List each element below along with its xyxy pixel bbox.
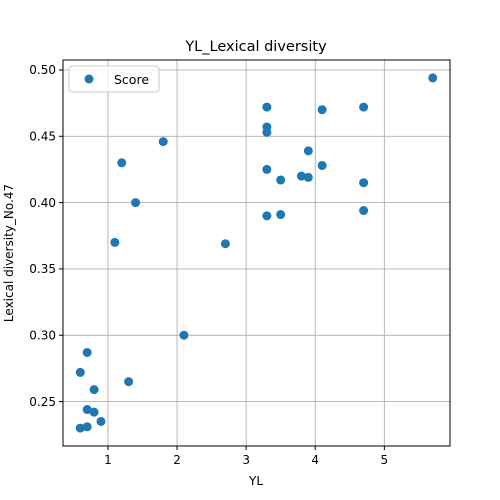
data-point xyxy=(75,367,85,377)
y-tick-label: 0.50 xyxy=(29,63,56,77)
data-point xyxy=(303,172,313,182)
plot-area xyxy=(63,60,450,446)
data-point xyxy=(179,330,189,340)
x-axis-ticks: 1 2 3 4 5 xyxy=(104,446,388,467)
x-tick-label: 5 xyxy=(381,453,389,467)
data-point xyxy=(262,211,272,221)
y-tick-label: 0.45 xyxy=(29,130,56,144)
x-tick-label: 1 xyxy=(104,453,112,467)
legend: Score xyxy=(68,65,160,93)
y-axis-ticks: 0.25 0.30 0.35 0.40 0.45 0.50 xyxy=(29,63,63,409)
data-point xyxy=(89,407,99,417)
grid xyxy=(63,60,450,446)
data-point xyxy=(117,158,127,168)
chart-title: YL_Lexical diversity xyxy=(184,39,327,55)
data-point xyxy=(262,102,272,112)
data-point xyxy=(359,206,369,216)
data-point xyxy=(89,385,99,395)
x-axis-label: YL xyxy=(248,474,263,488)
y-axis-label: Lexical diversity_No.47 xyxy=(2,184,16,322)
data-point xyxy=(82,422,92,432)
data-point xyxy=(276,175,286,185)
data-point xyxy=(124,377,134,387)
data-point xyxy=(276,210,286,220)
data-point xyxy=(317,160,327,170)
data-point xyxy=(359,102,369,112)
data-point xyxy=(110,237,120,247)
data-point xyxy=(359,178,369,188)
data-point xyxy=(317,105,327,115)
x-tick-label: 3 xyxy=(242,453,250,467)
x-tick-label: 2 xyxy=(173,453,181,467)
data-point xyxy=(303,146,313,156)
data-point xyxy=(96,416,106,426)
data-points xyxy=(75,73,438,433)
legend-marker xyxy=(84,74,94,84)
data-point xyxy=(262,164,272,174)
data-point xyxy=(220,239,230,249)
x-tick-label: 4 xyxy=(311,453,319,467)
legend-box xyxy=(68,65,160,93)
plot-frame xyxy=(62,59,451,447)
y-tick-label: 0.35 xyxy=(29,262,56,276)
data-point xyxy=(75,423,85,433)
data-point xyxy=(82,347,92,357)
y-tick-label: 0.25 xyxy=(29,395,56,409)
data-point xyxy=(296,171,306,181)
data-point xyxy=(131,198,141,208)
y-tick-label: 0.30 xyxy=(29,329,56,343)
y-tick-label: 0.40 xyxy=(29,196,56,210)
data-point xyxy=(82,405,92,415)
data-point xyxy=(262,127,272,137)
data-point xyxy=(158,137,168,147)
legend-label: Score xyxy=(114,72,149,87)
data-point xyxy=(428,73,438,83)
